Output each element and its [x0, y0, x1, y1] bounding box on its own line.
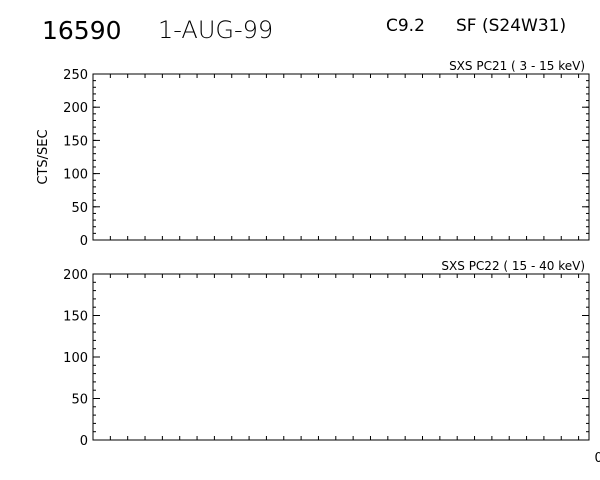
flare-location: SF (S24W31): [456, 16, 567, 36]
x-tick-label: 06:36: [595, 451, 600, 466]
panel-title: SXS PC22 ( 15 - 40 keV): [441, 259, 585, 273]
y-tick-label: 250: [63, 68, 88, 83]
y-tick-label: 150: [63, 134, 88, 149]
y-tick-label: 50: [71, 201, 88, 216]
y-axis-label: CTS/SEC: [36, 129, 51, 184]
y-tick-label: 100: [63, 351, 88, 366]
plot-frame: [92, 273, 590, 441]
panel-title: SXS PC21 ( 3 - 15 keV): [449, 59, 585, 73]
event-number: 16590: [42, 16, 122, 45]
event-date: 1-AUG-99: [158, 16, 274, 44]
y-tick-label: 100: [63, 168, 88, 183]
flare-class: C9.2: [386, 16, 425, 36]
y-tick-label: 50: [71, 393, 88, 408]
plot-frame: [92, 73, 590, 241]
y-tick-label: 150: [63, 310, 88, 325]
y-tick-label: 0: [80, 234, 88, 249]
y-tick-label: 200: [63, 101, 88, 116]
y-tick-label: 0: [80, 434, 88, 449]
y-tick-label: 200: [63, 268, 88, 283]
